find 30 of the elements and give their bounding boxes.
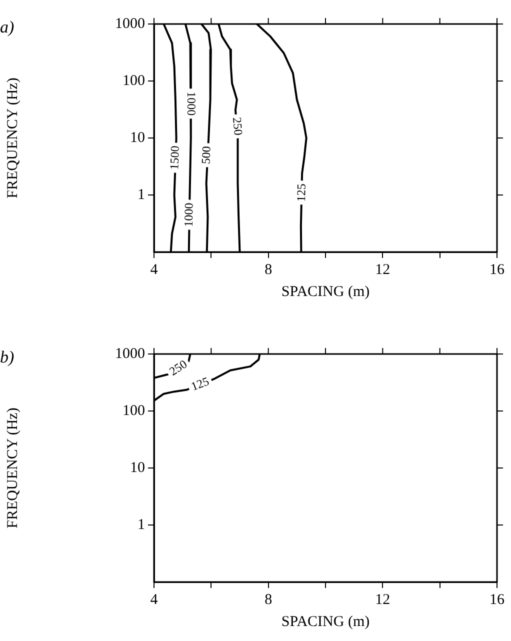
text: b) bbox=[0, 347, 14, 366]
y-tick-label: 10 bbox=[130, 460, 145, 476]
annotation: 250 bbox=[230, 116, 246, 136]
x-axis-title: SPACING (m) bbox=[281, 284, 370, 300]
y-tick-label: 1 bbox=[138, 516, 145, 533]
y-tick-label: 1 bbox=[138, 186, 145, 203]
x-tick-label: 4 bbox=[150, 262, 158, 278]
y-tick-label: 100 bbox=[122, 72, 145, 89]
y-axis-title: FREQUENCY (Hz) bbox=[4, 78, 21, 198]
x-tick-label: 4 bbox=[150, 592, 158, 608]
x-axis-title: SPACING (m) bbox=[281, 614, 370, 630]
x-tick-label: 8 bbox=[264, 262, 272, 278]
x-tick-label: 12 bbox=[375, 262, 390, 278]
x-tick-label: 8 bbox=[264, 592, 272, 608]
annotation: 500 bbox=[198, 146, 214, 164]
x-tick-label: 12 bbox=[375, 592, 390, 608]
y-tick-label: 10 bbox=[130, 130, 145, 146]
annotation: 1000 bbox=[184, 92, 199, 116]
annotation: 1000 bbox=[181, 202, 196, 227]
y-tick-label: 100 bbox=[122, 402, 145, 419]
text: a) bbox=[0, 17, 14, 36]
annotation: 125 bbox=[294, 183, 308, 202]
y-axis-title: FREQUENCY (Hz) bbox=[4, 408, 21, 528]
x-tick-label: 16 bbox=[490, 262, 505, 278]
y-tick-label: 1000 bbox=[115, 346, 145, 362]
annotation: 125 bbox=[189, 374, 211, 394]
annotation: 250 bbox=[166, 356, 190, 378]
annotation: 1500 bbox=[167, 146, 182, 170]
y-tick-label: 1000 bbox=[115, 16, 145, 32]
x-tick-label: 16 bbox=[490, 592, 505, 608]
